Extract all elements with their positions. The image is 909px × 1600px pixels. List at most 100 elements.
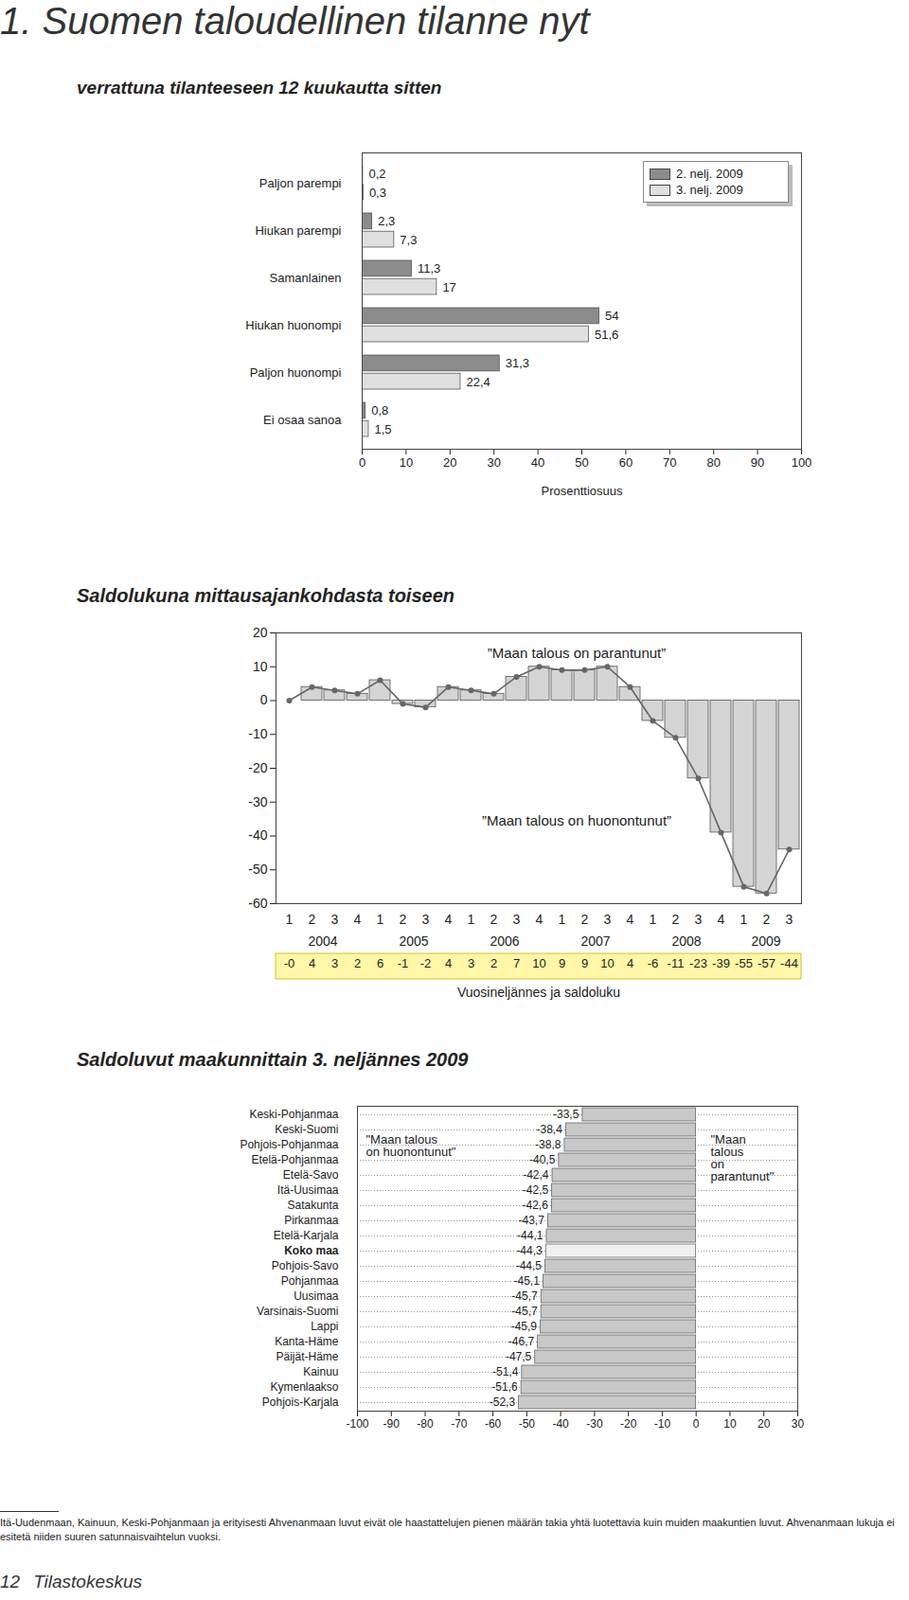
svg-text:-10: -10 — [248, 726, 268, 742]
svg-text:4: 4 — [308, 956, 316, 971]
svg-text:3: 3 — [513, 911, 521, 927]
svg-text:1,5: 1,5 — [374, 422, 392, 437]
svg-text:-30: -30 — [586, 1417, 604, 1431]
svg-text:4: 4 — [535, 911, 544, 927]
svg-text:90: 90 — [750, 455, 765, 470]
svg-text:Satakunta: Satakunta — [286, 1198, 339, 1212]
svg-text:20: 20 — [252, 624, 268, 641]
svg-text:2: 2 — [490, 911, 499, 927]
svg-text:2: 2 — [399, 911, 408, 927]
svg-text:Ei osaa sanoa: Ei osaa sanoa — [263, 412, 342, 428]
svg-text:1: 1 — [649, 911, 658, 927]
svg-text:-70: -70 — [450, 1417, 468, 1431]
svg-text:2: 2 — [763, 911, 771, 927]
svg-text:0: 0 — [693, 1417, 700, 1431]
svg-text:20: 20 — [757, 1417, 771, 1431]
svg-text:2: 2 — [672, 911, 680, 927]
svg-text:1: 1 — [285, 911, 294, 927]
svg-text:1: 1 — [740, 911, 749, 927]
svg-text:0: 0 — [260, 692, 268, 708]
svg-text:6: 6 — [376, 956, 384, 971]
svg-text:50: 50 — [574, 455, 589, 470]
svg-text:-40: -40 — [552, 1417, 570, 1431]
svg-text:2,3: 2,3 — [377, 213, 395, 229]
svg-text:3: 3 — [467, 956, 475, 971]
svg-text:80: 80 — [706, 455, 720, 470]
svg-text:3: 3 — [331, 956, 339, 971]
svg-text:30: 30 — [486, 455, 500, 470]
svg-text:60: 60 — [619, 455, 633, 470]
svg-text:-20: -20 — [248, 760, 268, 776]
svg-text:3: 3 — [785, 911, 794, 927]
svg-text:Kanta-Häme: Kanta-Häme — [274, 1335, 339, 1349]
svg-text:Uusimaa: Uusimaa — [293, 1289, 339, 1303]
svg-text:2007: 2007 — [580, 933, 610, 949]
svg-text:"Maantalousonparantunut": "Maantalousonparantunut" — [711, 1132, 775, 1184]
svg-text:3: 3 — [695, 911, 703, 927]
svg-text:Etelä-Pohjanmaa: Etelä-Pohjanmaa — [250, 1153, 339, 1167]
svg-text:22,4: 22,4 — [465, 374, 490, 390]
svg-text:4: 4 — [626, 911, 635, 927]
svg-text:-2: -2 — [420, 956, 432, 971]
svg-text:Kainuu: Kainuu — [303, 1365, 339, 1379]
svg-text:-10: -10 — [654, 1417, 672, 1431]
svg-text:-40,5: -40,5 — [529, 1153, 556, 1167]
svg-text:-51,6: -51,6 — [491, 1380, 518, 1394]
svg-text:40: 40 — [531, 455, 545, 470]
svg-text:0,3: 0,3 — [369, 185, 387, 200]
svg-text:3: 3 — [604, 911, 612, 927]
svg-text:-0: -0 — [284, 956, 296, 971]
svg-text:2009: 2009 — [750, 933, 781, 949]
svg-text:2: 2 — [308, 911, 317, 927]
svg-text:-60: -60 — [248, 895, 268, 911]
svg-text:Koko maa: Koko maa — [284, 1244, 339, 1258]
svg-text:-39: -39 — [712, 956, 731, 971]
svg-text:Pohjois-Karjala: Pohjois-Karjala — [262, 1395, 339, 1409]
svg-text:-45,1: -45,1 — [514, 1274, 541, 1288]
svg-text:Lappi: Lappi — [310, 1319, 339, 1334]
svg-text:7,3: 7,3 — [399, 232, 417, 248]
svg-text:Kymenlaakso: Kymenlaakso — [269, 1380, 339, 1394]
svg-text:Keski-Suomi: Keski-Suomi — [274, 1122, 339, 1137]
svg-text:2008: 2008 — [671, 933, 701, 949]
svg-text:1: 1 — [467, 911, 476, 927]
svg-text:10: 10 — [252, 659, 268, 675]
svg-text:-55: -55 — [734, 956, 753, 971]
svg-text:1: 1 — [558, 911, 567, 927]
svg-text:0,2: 0,2 — [368, 166, 386, 181]
svg-text:0: 0 — [358, 455, 366, 470]
svg-text:-38,8: -38,8 — [534, 1138, 562, 1152]
svg-text:Hiukan parempi: Hiukan parempi — [254, 223, 341, 238]
svg-text:Varsinais-Suomi: Varsinais-Suomi — [256, 1304, 339, 1319]
svg-text:Pohjois-Savo: Pohjois-Savo — [271, 1259, 339, 1273]
svg-text:2005: 2005 — [398, 933, 428, 949]
svg-text:-11: -11 — [667, 956, 685, 971]
svg-text:-44: -44 — [780, 956, 799, 971]
svg-text:-20: -20 — [620, 1417, 638, 1431]
svg-text:10: 10 — [399, 455, 413, 470]
svg-text:-23: -23 — [689, 956, 708, 971]
svg-text:Pohjanmaa: Pohjanmaa — [281, 1274, 339, 1288]
svg-text:Hiukan huonompi: Hiukan huonompi — [245, 318, 341, 333]
svg-text:-43,7: -43,7 — [518, 1213, 546, 1228]
svg-text:3: 3 — [422, 911, 430, 927]
svg-text:2006: 2006 — [489, 933, 519, 949]
svg-text:-44,1: -44,1 — [516, 1229, 544, 1243]
svg-text:-46,7: -46,7 — [508, 1335, 535, 1349]
svg-text:4: 4 — [445, 911, 453, 927]
svg-text:10: 10 — [532, 956, 546, 971]
svg-text:2: 2 — [490, 956, 498, 971]
svg-text:”Maan talous on parantunut”: ”Maan talous on parantunut” — [487, 644, 666, 661]
svg-text:-50: -50 — [518, 1417, 536, 1431]
svg-text:7: 7 — [513, 956, 520, 971]
svg-text:0,8: 0,8 — [371, 403, 389, 418]
svg-text:100: 100 — [791, 455, 813, 470]
svg-text:Etelä-Savo: Etelä-Savo — [283, 1168, 339, 1182]
svg-text:2004: 2004 — [307, 933, 338, 949]
svg-text:-57: -57 — [757, 956, 776, 971]
svg-text:54: 54 — [605, 308, 619, 323]
svg-text:-40: -40 — [248, 827, 268, 843]
svg-text:-52,3: -52,3 — [489, 1395, 517, 1409]
svg-text:-1: -1 — [397, 956, 410, 971]
svg-text:2: 2 — [581, 911, 589, 927]
